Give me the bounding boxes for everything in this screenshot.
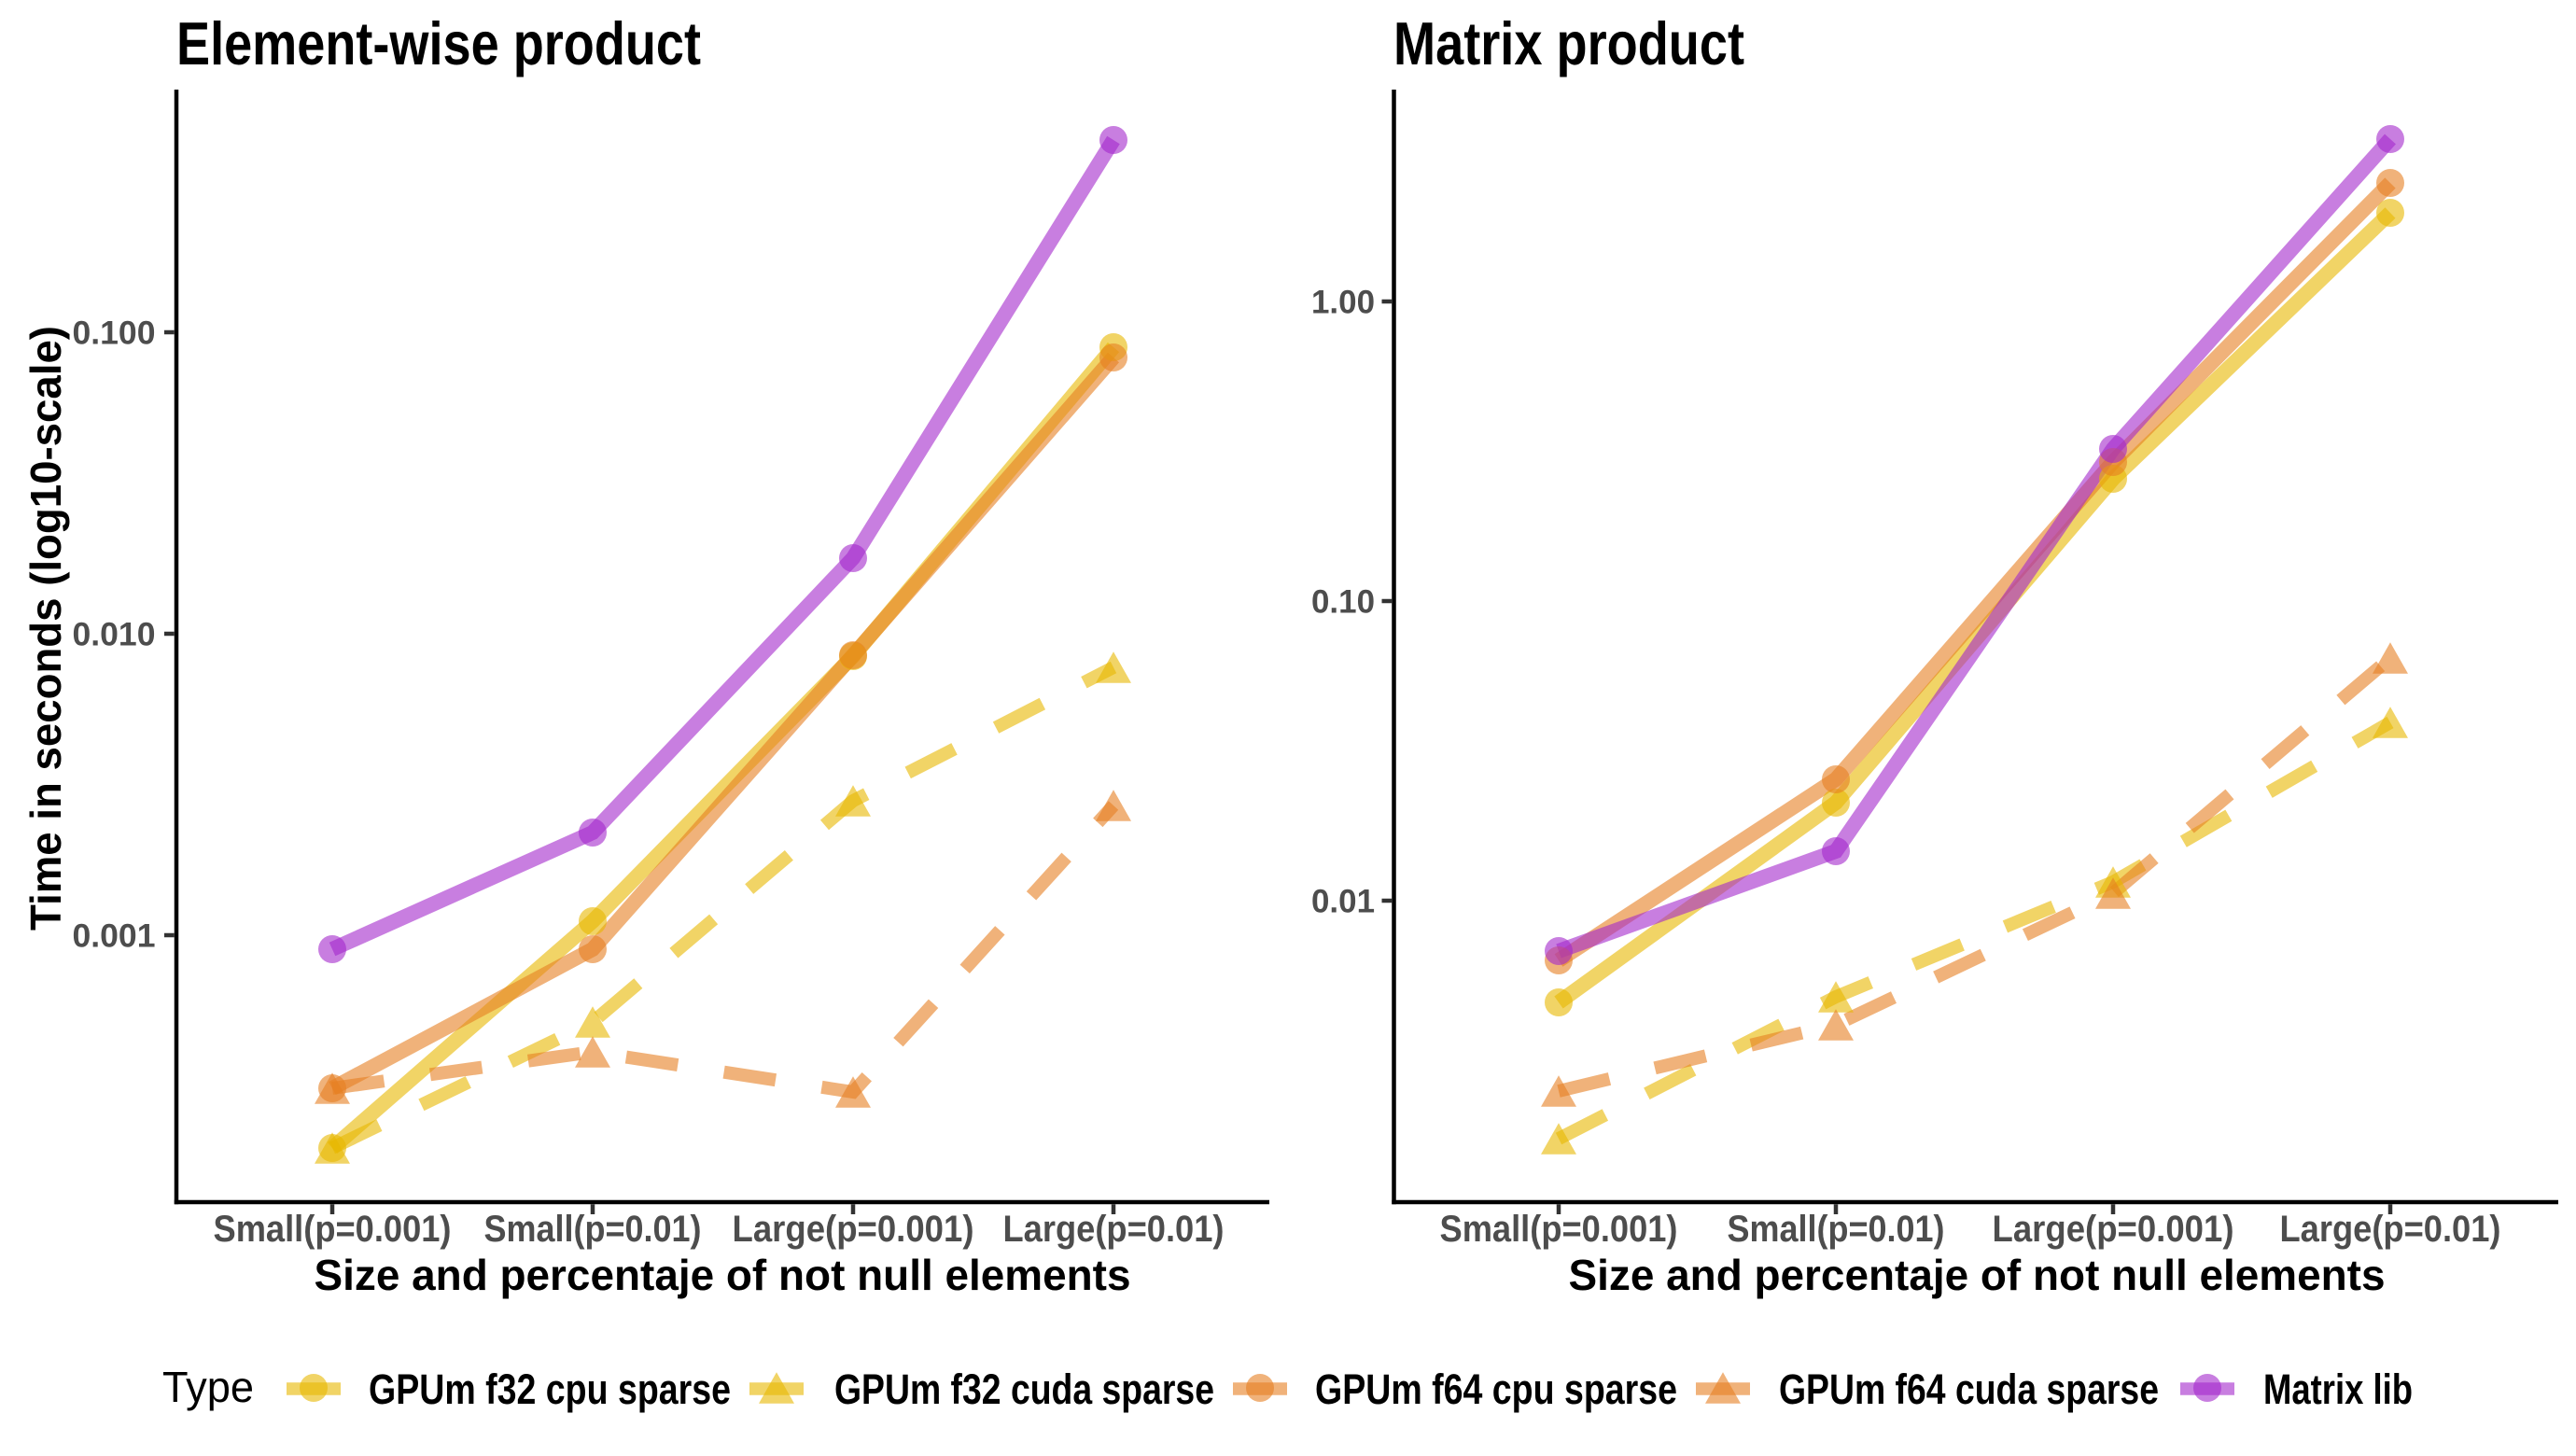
svg-text:0.001: 0.001 [73,918,156,955]
svg-text:Large(p=0.01): Large(p=0.01) [2280,1209,2501,1250]
svg-text:GPUm f64 cuda sparse: GPUm f64 cuda sparse [1779,1365,2159,1413]
svg-text:1.00: 1.00 [1311,285,1375,321]
svg-text:Small(p=0.001): Small(p=0.001) [214,1209,452,1250]
svg-text:Small(p=0.01): Small(p=0.01) [1728,1209,1945,1250]
svg-text:GPUm f64 cpu sparse: GPUm f64 cpu sparse [1315,1365,1677,1413]
svg-text:Type: Type [162,1363,254,1411]
svg-text:Time in seconds (log10-scale): Time in seconds (log10-scale) [21,326,70,931]
svg-text:0.010: 0.010 [73,617,156,653]
svg-text:Size and percentaje of not nul: Size and percentaje of not null elements [315,1251,1131,1299]
svg-text:GPUm f32 cuda sparse: GPUm f32 cuda sparse [834,1365,1214,1413]
svg-text:0.100: 0.100 [73,315,156,352]
svg-text:0.01: 0.01 [1311,884,1375,920]
svg-text:Large(p=0.01): Large(p=0.01) [1003,1209,1225,1250]
svg-text:GPUm f32 cpu sparse: GPUm f32 cpu sparse [369,1365,731,1413]
svg-text:Large(p=0.001): Large(p=0.001) [1993,1209,2234,1250]
svg-text:Large(p=0.001): Large(p=0.001) [733,1209,974,1250]
svg-text:Size and percentaje of not nul: Size and percentaje of not null elements [1569,1251,2386,1299]
svg-text:Element-wise product: Element-wise product [176,9,701,77]
svg-text:Small(p=0.01): Small(p=0.01) [484,1209,702,1250]
svg-text:Matrix product: Matrix product [1393,9,1744,77]
svg-text:Small(p=0.001): Small(p=0.001) [1440,1209,1678,1250]
svg-text:Matrix lib: Matrix lib [2263,1365,2413,1413]
svg-text:0.10: 0.10 [1311,584,1375,621]
